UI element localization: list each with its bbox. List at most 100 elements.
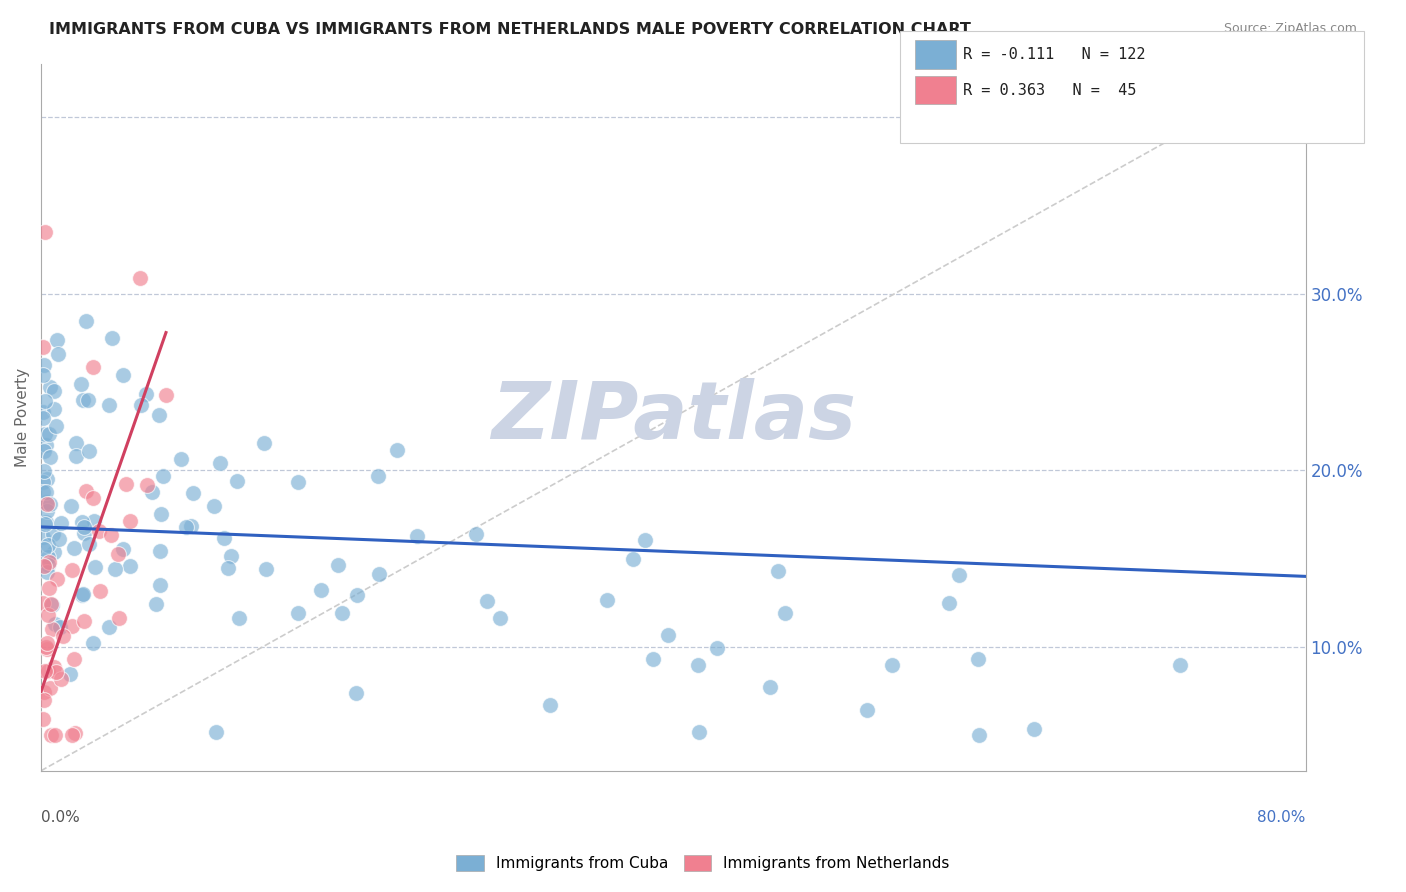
Point	[32, 685, 55, 699]
Point	[643, 652, 665, 666]
Point	[70, 588, 93, 602]
Point	[38, 581, 60, 595]
Point	[34, 225, 56, 239]
Point	[46, 346, 69, 360]
Point	[65, 725, 87, 739]
Point	[657, 628, 679, 642]
Point	[31, 596, 53, 610]
Point	[855, 703, 877, 717]
Point	[758, 680, 780, 694]
Point	[596, 592, 619, 607]
Point	[773, 606, 796, 620]
Point	[32, 368, 55, 382]
Point	[115, 476, 138, 491]
Point	[108, 611, 131, 625]
Point	[38, 426, 60, 441]
Point	[330, 606, 353, 620]
Text: ZIPatlas: ZIPatlas	[491, 378, 856, 457]
Point	[32, 444, 55, 458]
Point	[32, 405, 55, 419]
Point	[367, 567, 389, 582]
Point	[34, 358, 56, 372]
Point	[63, 541, 86, 555]
Point	[41, 622, 63, 636]
Point	[880, 657, 903, 672]
Point	[37, 607, 59, 622]
Point	[967, 652, 990, 666]
Point	[75, 484, 97, 499]
Point	[89, 584, 111, 599]
Point	[344, 686, 367, 700]
Point	[34, 559, 56, 574]
Point	[34, 542, 56, 557]
Point	[180, 519, 202, 533]
Point	[32, 340, 55, 354]
Text: 80.0%: 80.0%	[1257, 810, 1306, 824]
Point	[82, 635, 104, 649]
Point	[387, 442, 409, 457]
Point	[35, 642, 58, 657]
Point	[65, 436, 87, 450]
Point	[35, 636, 58, 650]
Point	[65, 449, 87, 463]
Point	[405, 529, 427, 543]
Point	[42, 545, 65, 559]
Point	[32, 484, 55, 499]
Point	[34, 665, 56, 679]
Point	[149, 543, 172, 558]
Point	[967, 728, 990, 742]
Point	[217, 561, 239, 575]
Point	[38, 555, 60, 569]
Point	[152, 468, 174, 483]
Point	[37, 539, 59, 553]
Point	[83, 514, 105, 528]
Point	[170, 452, 193, 467]
Point	[287, 607, 309, 621]
Point	[120, 559, 142, 574]
Point	[45, 665, 67, 680]
Point	[309, 583, 332, 598]
Point	[72, 614, 94, 628]
Point	[41, 527, 63, 541]
Point	[84, 559, 107, 574]
Point	[104, 562, 127, 576]
Point	[35, 516, 58, 530]
Point	[477, 594, 499, 608]
Point	[131, 398, 153, 412]
Point	[107, 547, 129, 561]
Point	[82, 491, 104, 505]
Point	[49, 620, 72, 634]
Legend: Immigrants from Cuba, Immigrants from Netherlands: Immigrants from Cuba, Immigrants from Ne…	[450, 849, 956, 877]
Point	[100, 331, 122, 345]
Point	[46, 334, 69, 348]
Point	[221, 549, 243, 563]
Point	[148, 408, 170, 422]
Point	[706, 640, 728, 655]
Point	[35, 497, 58, 511]
Point	[538, 698, 561, 713]
Point	[77, 392, 100, 407]
Point	[367, 469, 389, 483]
Point	[465, 526, 488, 541]
Point	[31, 712, 53, 726]
Point	[60, 563, 83, 577]
Point	[82, 359, 104, 374]
Point	[39, 681, 62, 695]
Point	[51, 516, 73, 530]
Point	[38, 497, 60, 511]
Point	[41, 598, 63, 612]
Point	[87, 524, 110, 539]
Point	[98, 398, 121, 412]
Point	[205, 724, 228, 739]
Point	[35, 495, 58, 509]
Point	[948, 568, 970, 582]
Point	[45, 419, 67, 434]
Point	[34, 426, 56, 441]
Point	[1170, 657, 1192, 672]
Point	[202, 499, 225, 513]
Text: Source: ZipAtlas.com: Source: ZipAtlas.com	[1223, 22, 1357, 36]
Point	[136, 478, 159, 492]
Text: 0.0%: 0.0%	[41, 810, 80, 824]
Point	[48, 532, 70, 546]
Point	[77, 537, 100, 551]
